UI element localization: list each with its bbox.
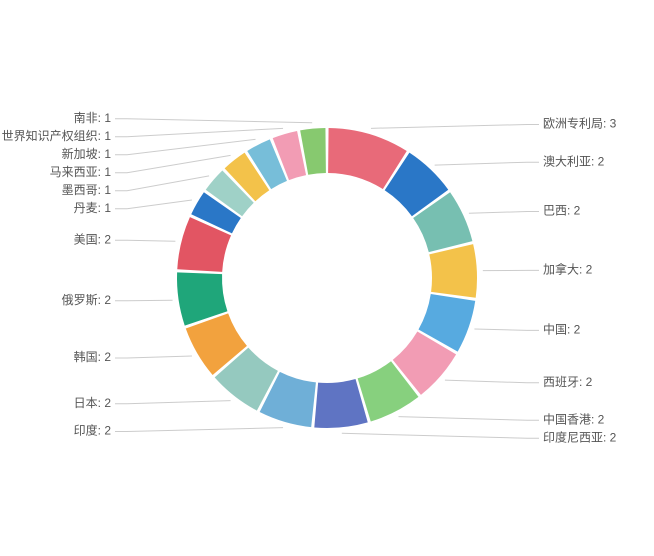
label-leader	[115, 119, 312, 123]
slice-label: 欧洲专利局: 3	[543, 116, 617, 131]
label-leader	[115, 155, 231, 172]
slice-label: 中国: 2	[543, 322, 581, 337]
label-leader	[435, 162, 539, 165]
slice-label: 马来西亚: 1	[50, 165, 112, 179]
label-leader	[115, 176, 209, 191]
slice[interactable]	[429, 244, 477, 298]
slice-label: 墨西哥: 1	[62, 183, 112, 197]
label-leader	[115, 128, 283, 136]
slice-label: 南非: 1	[74, 110, 112, 125]
slice-label: 丹麦: 1	[74, 201, 112, 215]
slice-label: 印度: 2	[74, 423, 112, 438]
slice-label: 日本: 2	[74, 396, 112, 410]
label-leader	[115, 356, 192, 358]
slice-label: 中国香港: 2	[543, 411, 605, 426]
label-leader	[398, 417, 539, 421]
label-leader	[115, 200, 192, 209]
slice-label: 西班牙: 2	[543, 375, 593, 389]
slice[interactable]	[314, 379, 367, 428]
label-leader	[115, 240, 175, 241]
slice-label: 韩国: 2	[74, 349, 112, 364]
slice-label: 澳大利亚: 2	[543, 154, 605, 168]
label-leader	[469, 212, 539, 214]
slice-label: 世界知识产权组织: 1	[2, 129, 112, 143]
label-leader	[342, 433, 539, 438]
label-leader	[115, 300, 173, 301]
label-leader	[445, 380, 539, 383]
donut-chart: 欧洲专利局: 3 澳大利亚: 2 巴西: 2 加拿大: 2 中国: 2 西班牙: 2 中国香…	[0, 0, 654, 556]
slice-label: 巴西: 2	[543, 204, 581, 218]
label-leader	[115, 401, 231, 404]
slice-label: 印度尼西亚: 2	[543, 429, 617, 444]
slice-label: 美国: 2	[74, 232, 112, 246]
label-leader	[371, 124, 539, 128]
label-leader	[115, 139, 256, 154]
slice-label: 俄罗斯: 2	[62, 293, 112, 307]
slice-label: 加拿大: 2	[543, 262, 593, 277]
label-leader	[115, 428, 283, 432]
label-leader	[474, 329, 539, 330]
slice-label: 新加坡: 1	[62, 146, 112, 161]
